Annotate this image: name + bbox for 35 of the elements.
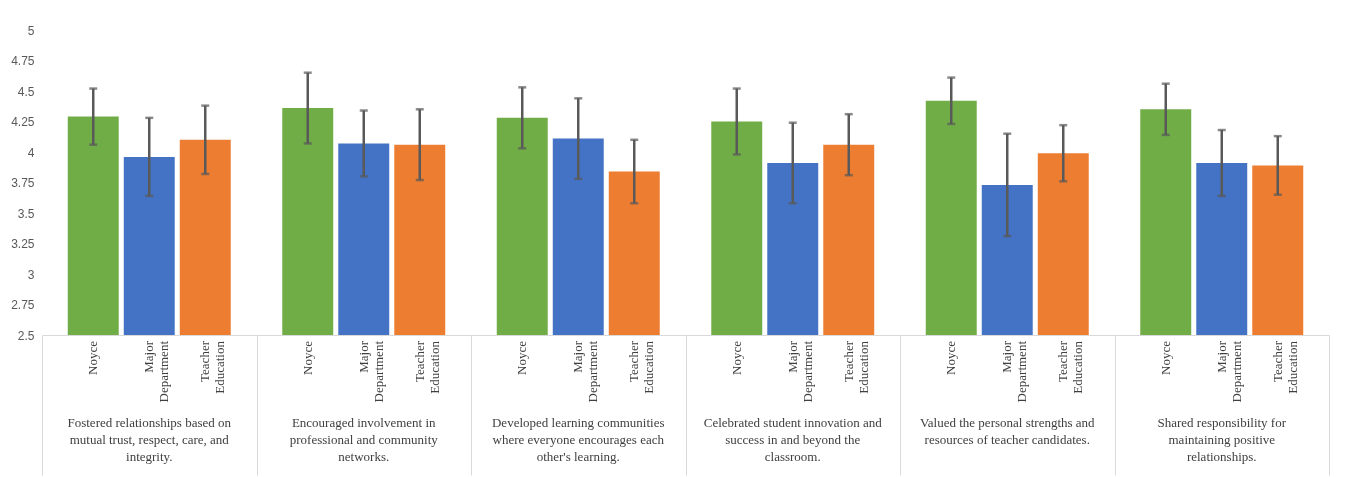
y-tick-label: 3.75 <box>11 176 35 190</box>
y-tick-label: 2.75 <box>11 298 35 312</box>
text: Noyce <box>299 341 315 375</box>
text: Noyce <box>728 341 744 375</box>
text: Teacher Education <box>411 341 442 394</box>
text: Teacher Education <box>1055 341 1086 394</box>
text: Teacher Education <box>840 341 871 394</box>
y-tick-label: 5 <box>27 23 35 38</box>
y-tick-label: 3.5 <box>17 206 35 221</box>
text: Noyce <box>943 341 959 375</box>
text: Major Department <box>355 341 386 403</box>
text: Teacher Education <box>626 341 657 394</box>
text: Major Department <box>1213 341 1244 403</box>
y-tick-label: 3 <box>27 267 35 282</box>
y-tick-label: 4.5 <box>17 84 35 99</box>
x-tick-label: Valued the personal strengths and resources of teacher candidates. <box>919 415 1096 447</box>
x-tick-label: Encouraged involvement in professional and community networks. <box>289 415 439 464</box>
y-tick-label: 4 <box>27 145 35 160</box>
y-tick-label: 3.25 <box>11 237 35 251</box>
series-label: Teacher Education <box>197 340 228 394</box>
text: Major Department <box>570 341 601 403</box>
text: Major Department <box>784 341 815 403</box>
x-tick-label: Celebrated student innovation and success in and beyond the classroom. <box>703 415 883 464</box>
y-tick-label: 4.75 <box>11 54 35 68</box>
text: Major Department <box>999 341 1030 403</box>
x-tick-label: Fostered relationships based on mutual trust, respect, care, and integrity. <box>67 415 232 464</box>
y-tick-label: 4.25 <box>11 115 35 129</box>
text: Noyce <box>514 341 530 375</box>
x-tick-label: Shared responsibility for maintaining positive relationships. <box>1157 415 1287 464</box>
y-tick-label: 2.5 <box>17 328 35 343</box>
x-tick-label: Developed learning communities where everyone encourages each other's learning. <box>491 415 665 464</box>
text: Noyce <box>1157 341 1173 375</box>
series-label: Noyce <box>85 340 101 375</box>
series-label: Major Department <box>141 340 172 403</box>
text: Teacher Education <box>1269 341 1300 394</box>
